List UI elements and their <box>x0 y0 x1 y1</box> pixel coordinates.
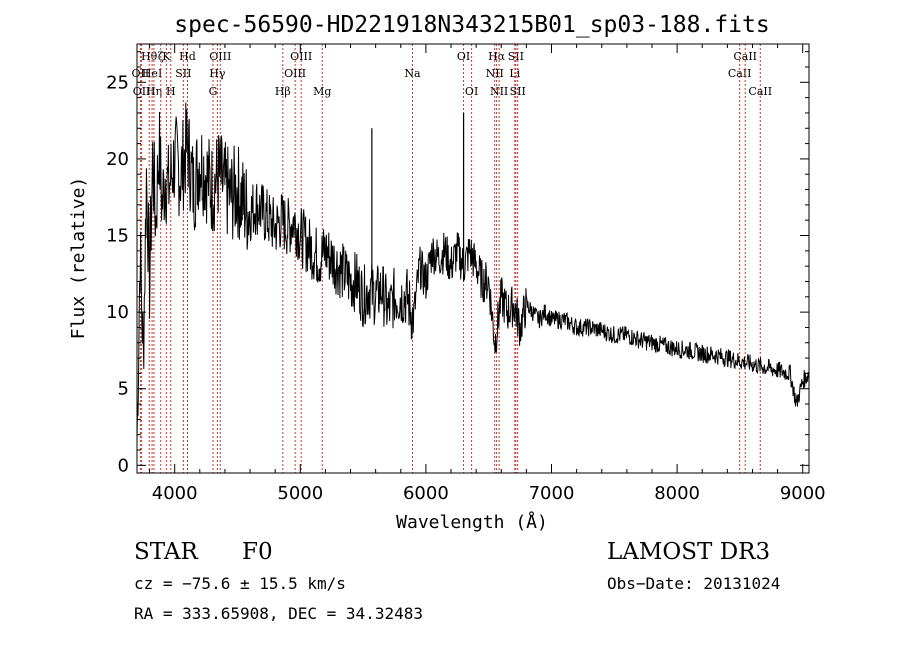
x-tick-label-1: 5000 <box>277 483 323 504</box>
line-label-15: OIII <box>284 67 306 80</box>
line-label-23: Li <box>509 67 520 80</box>
line-label-7: H <box>166 85 176 98</box>
x-tick-label-0: 4000 <box>152 483 198 504</box>
observation-date: Obs−Date: 20131024 <box>607 574 781 593</box>
line-label-24: SII <box>508 50 524 63</box>
line-label-3: HeI <box>142 67 162 80</box>
x-tick-label-3: 7000 <box>529 483 575 504</box>
line-label-11: Hγ <box>209 67 226 80</box>
y-tick-label-3: 15 <box>106 226 129 247</box>
line-label-22: NII <box>490 85 508 98</box>
line-label-27: CaII <box>733 50 757 63</box>
line-label-4: Hη <box>146 85 162 98</box>
line-label-0: Hθ <box>141 50 158 63</box>
axis-ticks: 4000 5000 6000 7000 8000 9000 0 5 10 15 20 25 <box>106 44 826 504</box>
y-tick-label-2: 10 <box>106 302 129 323</box>
chart-title: spec-56590-HD221918N343215B01_sp03-188.f… <box>174 12 769 38</box>
x-tick-label-4: 8000 <box>654 483 700 504</box>
line-label-9: Hd <box>179 50 196 63</box>
object-subclass: F0 <box>242 539 273 565</box>
spectrum-spikes <box>371 112 465 282</box>
line-label-16: Mg <box>313 85 331 98</box>
line-label-17: Na <box>404 67 421 80</box>
line-label-20: Hα <box>488 50 506 63</box>
x-tick-label-5: 9000 <box>780 483 826 504</box>
y-axis-label: Flux (relative) <box>68 177 89 340</box>
line-label-12: G <box>209 85 218 98</box>
x-tick-label-2: 6000 <box>403 483 449 504</box>
line-label-6: K <box>162 50 171 63</box>
line-label-13: Hβ <box>275 85 291 98</box>
survey-name: LAMOST DR3 <box>607 539 771 565</box>
line-label-10: OIII <box>209 50 231 63</box>
spectrum-line <box>136 102 810 444</box>
line-label-19: OI <box>465 85 478 98</box>
line-label-25: SII <box>510 85 526 98</box>
coordinates-readout: RA = 333.65908, DEC = 34.32483 <box>134 604 423 623</box>
line-label-26: CaII <box>728 67 752 80</box>
y-tick-label-0: 0 <box>118 455 129 476</box>
line-label-5: ζ <box>158 50 164 63</box>
line-label-18: OI <box>457 50 470 63</box>
line-label-8: SII <box>175 67 191 80</box>
x-axis-label: Wavelength (Å) <box>396 511 548 533</box>
y-tick-label-4: 20 <box>106 149 129 170</box>
y-tick-label-5: 25 <box>106 72 129 93</box>
plot-frame <box>136 43 810 474</box>
y-tick-label-1: 5 <box>118 379 129 400</box>
line-label-14: OIII <box>290 50 312 63</box>
object-class: STAR <box>134 539 198 565</box>
redshift-readout: cz = −75.6 ± 15.5 km/s <box>134 574 346 593</box>
line-label-1: OII <box>132 67 150 80</box>
line-label-21: NII <box>486 67 504 80</box>
line-label-28: CaII <box>748 85 772 98</box>
